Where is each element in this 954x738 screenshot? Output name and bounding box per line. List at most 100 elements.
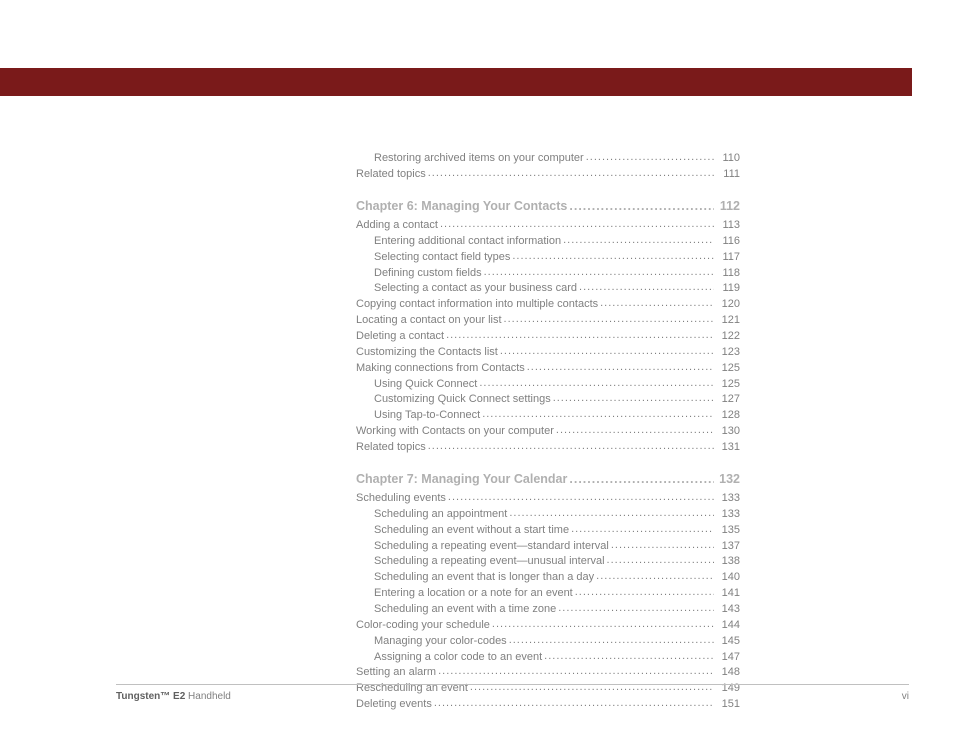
page-number: vi	[902, 691, 909, 702]
chapter-heading[interactable]: Chapter 7: Managing Your Calendar 132	[356, 471, 740, 488]
toc-page: 135	[716, 523, 740, 538]
toc-label: Entering a location or a note for an eve…	[374, 586, 573, 601]
product-rest: Handheld	[185, 691, 231, 702]
toc-page: 118	[716, 266, 740, 281]
toc-entry[interactable]: Using Tap-to-Connect 128	[374, 407, 740, 423]
toc-label: Restoring archived items on your compute…	[374, 151, 584, 166]
dot-leader	[492, 617, 714, 628]
dot-leader	[575, 585, 714, 596]
toc-page: 147	[716, 650, 740, 665]
toc-page: 140	[716, 570, 740, 585]
dot-leader	[563, 233, 714, 244]
toc-label: Deleting a contact	[356, 329, 444, 344]
dot-leader	[484, 265, 714, 276]
toc-entry[interactable]: Scheduling a repeating event—unusual int…	[374, 553, 740, 569]
dot-leader	[600, 296, 714, 307]
dot-leader	[504, 312, 714, 323]
toc-page: 137	[716, 539, 740, 554]
chapter-page: 112	[716, 198, 740, 215]
toc-label: Copying contact information into multipl…	[356, 297, 598, 312]
dot-leader	[586, 150, 714, 161]
toc-page: 120	[716, 297, 740, 312]
chapter-heading[interactable]: Chapter 6: Managing Your Contacts 112	[356, 198, 740, 215]
toc-page: 113	[716, 218, 740, 233]
toc-entry[interactable]: Scheduling an appointment133	[374, 506, 740, 522]
dot-leader	[440, 217, 714, 228]
toc-label: Scheduling an event without a start time	[374, 523, 569, 538]
toc-page: 125	[716, 361, 740, 376]
toc-label: Scheduling an event with a time zone	[374, 602, 556, 617]
toc-page: 128	[716, 408, 740, 423]
dot-leader	[509, 506, 714, 517]
dot-leader	[509, 633, 714, 644]
toc-page: 131	[716, 440, 740, 455]
toc-entry[interactable]: Deleting a contact 122	[356, 328, 740, 344]
toc-page: 145	[716, 634, 740, 649]
toc-entry[interactable]: Scheduling an event with a time zone 143	[374, 601, 740, 617]
toc-page: 143	[716, 602, 740, 617]
toc-entry[interactable]: Color-coding your schedule144	[356, 617, 740, 633]
toc-label: Defining custom fields	[374, 266, 482, 281]
dot-leader	[569, 198, 714, 211]
toc-entry[interactable]: Defining custom fields 118	[374, 265, 740, 281]
toc-page: 127	[716, 392, 740, 407]
toc-label: Scheduling a repeating event—standard in…	[374, 539, 609, 554]
dot-leader	[479, 376, 714, 387]
toc-entry[interactable]: Scheduling an event without a start time…	[374, 522, 740, 538]
toc-entry[interactable]: Copying contact information into multipl…	[356, 296, 740, 312]
toc-entry[interactable]: Selecting contact field types117	[374, 249, 740, 265]
toc-label: Scheduling an appointment	[374, 507, 507, 522]
toc-entry[interactable]: Working with Contacts on your computer 13…	[356, 423, 740, 439]
toc-label: Assigning a color code to an event	[374, 650, 542, 665]
toc-label: Scheduling a repeating event—unusual int…	[374, 554, 605, 569]
chapter-label: Chapter 6: Managing Your Contacts	[356, 198, 567, 215]
dot-leader	[438, 664, 714, 675]
toc-entry[interactable]: Locating a contact on your list121	[356, 312, 740, 328]
toc-entry[interactable]: Scheduling events 133	[356, 490, 740, 506]
dot-leader	[500, 344, 714, 355]
toc-entry[interactable]: Making connections from Contacts 125	[356, 360, 740, 376]
toc-entry[interactable]: Entering additional contact information 1…	[374, 233, 740, 249]
toc-label: Making connections from Contacts	[356, 361, 525, 376]
toc-entry[interactable]: Adding a contact113	[356, 217, 740, 233]
toc-page: 119	[716, 281, 740, 296]
toc-page: 130	[716, 424, 740, 439]
toc-label: Customizing the Contacts list	[356, 345, 498, 360]
toc-entry[interactable]: Customizing Quick Connect settings127	[374, 391, 740, 407]
toc-entry[interactable]: Using Quick Connect 125	[374, 376, 740, 392]
toc-page: 123	[716, 345, 740, 360]
toc-label: Using Quick Connect	[374, 377, 477, 392]
toc-entry[interactable]: Customizing the Contacts list 123	[356, 344, 740, 360]
toc-page: 122	[716, 329, 740, 344]
toc-entry[interactable]: Managing your color-codes145	[374, 633, 740, 649]
toc-page: 125	[716, 377, 740, 392]
toc-label: Entering additional contact information	[374, 234, 561, 249]
toc-label: Related topics	[356, 167, 426, 182]
toc-page: 148	[716, 665, 740, 680]
toc-entry[interactable]: Restoring archived items on your compute…	[374, 150, 740, 166]
product-bold: Tungsten™ E2	[116, 691, 185, 702]
toc-entry[interactable]: Setting an alarm148	[356, 664, 740, 680]
toc-entry[interactable]: Entering a location or a note for an eve…	[374, 585, 740, 601]
toc-label: Selecting a contact as your business car…	[374, 281, 577, 296]
toc-label: Scheduling events	[356, 491, 446, 506]
toc-label: Working with Contacts on your computer	[356, 424, 554, 439]
toc-page: 141	[716, 586, 740, 601]
toc-label: Using Tap-to-Connect	[374, 408, 480, 423]
toc-entry[interactable]: Scheduling a repeating event—standard in…	[374, 538, 740, 554]
toc-entry[interactable]: Selecting a contact as your business car…	[374, 280, 740, 296]
dot-leader	[527, 360, 714, 371]
toc-entry[interactable]: Scheduling an event that is longer than …	[374, 569, 740, 585]
toc-entry[interactable]: Related topics131	[356, 439, 740, 455]
dot-leader	[544, 649, 714, 660]
toc-entry[interactable]: Related topics 111	[356, 166, 740, 182]
toc-entry[interactable]: Assigning a color code to an event 147	[374, 649, 740, 665]
dot-leader	[553, 391, 714, 402]
toc-label: Locating a contact on your list	[356, 313, 502, 328]
toc-page: 116	[716, 234, 740, 249]
toc-page: 111	[716, 167, 740, 182]
dot-leader	[446, 328, 714, 339]
toc-page: 110	[716, 151, 740, 166]
dot-leader	[448, 490, 714, 501]
toc-page: 133	[716, 491, 740, 506]
